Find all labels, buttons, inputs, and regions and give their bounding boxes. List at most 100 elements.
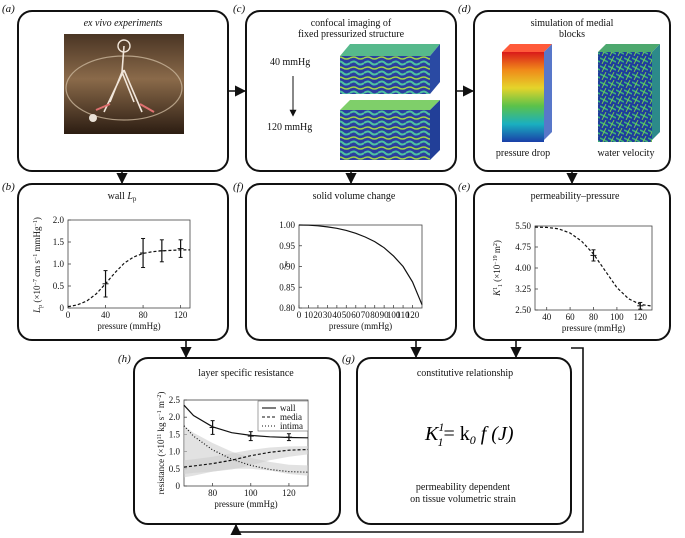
y-axis-label-part: m bbox=[492, 246, 502, 255]
panel-g-label: (g) bbox=[342, 353, 355, 365]
y-axis-label-part: ) bbox=[156, 392, 166, 395]
x-tick-label: 70 bbox=[361, 310, 371, 320]
y-axis-label-part: −1 bbox=[33, 220, 39, 226]
constitutive-equation: K1 1= k0 f (J) bbox=[424, 420, 514, 449]
legend-label-wall: wall bbox=[280, 403, 296, 413]
panel-b-title: wall Lp bbox=[108, 191, 137, 203]
water-velocity-caption: water velocity bbox=[598, 148, 655, 159]
x-tick-label: 60 bbox=[566, 312, 576, 322]
x-tick-label: 20 bbox=[313, 310, 323, 320]
y-tick-label: 0.5 bbox=[53, 281, 65, 291]
panel-c-title-1: confocal imaging of bbox=[311, 18, 392, 29]
x-tick-label: 30 bbox=[323, 310, 333, 320]
connector-arrows bbox=[116, 85, 584, 536]
y-axis-label-part: 1 bbox=[498, 284, 504, 287]
x-tick-label: 60 bbox=[351, 310, 361, 320]
y-axis-label-part: resistance (×10 bbox=[156, 439, 166, 494]
y-axis-label-part: −1 bbox=[33, 254, 39, 260]
x-tick-label: 40 bbox=[101, 310, 111, 320]
x-tick-label: 100 bbox=[610, 312, 624, 322]
y-tick-label: 2.0 bbox=[53, 215, 65, 225]
panel-e-label: (e) bbox=[458, 181, 471, 193]
panel-c-label: (c) bbox=[233, 3, 246, 15]
x-axis-label: pressure (mmHg) bbox=[97, 321, 160, 331]
y-tick-label: 0 bbox=[60, 303, 65, 313]
panel-e-title: permeability–pressure bbox=[531, 191, 620, 202]
y-axis-label: K11 (×10−19 m2) bbox=[492, 240, 504, 297]
y-axis-label-part: −1 bbox=[157, 410, 163, 416]
x-tick-label: 10 bbox=[304, 310, 314, 320]
y-axis-label: resistance (×1011 kg s−1 m−2) bbox=[156, 392, 166, 495]
y-axis-label-part: −7 bbox=[33, 279, 39, 285]
y-axis-label-part: (×10 bbox=[492, 264, 502, 284]
x-tick-label: 110 bbox=[396, 310, 410, 320]
y-axis-label-part: kg s bbox=[156, 416, 166, 434]
y-axis-label: Lp (×10−7 cm s−1 mmHg−1) bbox=[32, 217, 44, 314]
y-tick-label: 1.0 bbox=[53, 259, 65, 269]
pressure-40-label: 40 mmHg bbox=[270, 57, 310, 68]
panel-a-title: ex vivo experiments bbox=[84, 18, 163, 29]
panel-h-title: layer specific resistance bbox=[198, 368, 294, 379]
panel-d-title-1: simulation of medial bbox=[531, 18, 614, 29]
chart-wall-lp: 0 40 80 120 0 0.5 1.0 1.5 2.0 pressure (mmHg) Lp (… bbox=[32, 215, 191, 331]
confidence-band bbox=[184, 446, 308, 474]
x-tick-label: 120 bbox=[634, 312, 648, 322]
panel-h-label: (h) bbox=[118, 353, 131, 365]
y-tick-label: 0.80 bbox=[279, 303, 295, 313]
y-tick-label: 1.00 bbox=[279, 220, 295, 230]
x-tick-label: 90 bbox=[380, 310, 390, 320]
chart-permeability: 40 60 80 100 120 2.50 3.25 4.00 4.75 5.50 pressure… bbox=[492, 221, 653, 333]
y-tick-label: 2.0 bbox=[169, 412, 181, 422]
y-axis-label-part: L bbox=[32, 308, 42, 314]
series-line bbox=[67, 249, 190, 308]
x-tick-label: 50 bbox=[342, 310, 352, 320]
y-tick-label: 1.5 bbox=[53, 237, 65, 247]
experiment-photo bbox=[64, 34, 184, 134]
x-tick-label: 0 bbox=[297, 310, 302, 320]
panel-d-label: (d) bbox=[458, 3, 471, 15]
y-axis-label-part: m bbox=[156, 401, 166, 410]
y-tick-label: 0.95 bbox=[279, 241, 295, 251]
panel-d-title-2: blocks bbox=[559, 29, 585, 40]
panel-d: (d) simulation of medial blocks pressure… bbox=[458, 3, 671, 172]
y-tick-label: 2.5 bbox=[169, 395, 181, 405]
panel-c-title-2: fixed pressurized structure bbox=[298, 29, 405, 40]
panel-g: (g) constitutive relationship K1 1= k0 f … bbox=[342, 353, 572, 525]
x-tick-label: 80 bbox=[208, 488, 218, 498]
panel-g-title: constitutive relationship bbox=[417, 368, 513, 379]
confocal-block-top bbox=[340, 44, 440, 94]
y-axis-label-part: K bbox=[492, 289, 502, 297]
x-tick-label: 80 bbox=[139, 310, 149, 320]
y-tick-label: 4.00 bbox=[515, 263, 531, 273]
panel-f: (f) solid volume change bbox=[233, 181, 457, 341]
y-axis-label-part: mmHg bbox=[32, 226, 42, 254]
y-tick-label: 1.5 bbox=[169, 429, 181, 439]
y-tick-label: 0.90 bbox=[279, 262, 295, 272]
y-tick-label: 0 bbox=[176, 481, 181, 491]
series-line-media bbox=[183, 448, 309, 468]
y-axis-label-part: 11 bbox=[157, 434, 163, 440]
y-axis-label-part: 1 bbox=[493, 287, 499, 290]
confocal-block-bottom bbox=[340, 100, 440, 160]
legend-label-media: media bbox=[280, 412, 302, 422]
y-tick-label: 5.50 bbox=[515, 221, 531, 231]
x-tick-label: 40 bbox=[542, 312, 552, 322]
pressure-drop-caption: pressure drop bbox=[496, 148, 550, 159]
panel-b-label: (b) bbox=[2, 181, 15, 193]
panel-e: (e) permeability–pressure bbox=[458, 181, 671, 341]
legend-box bbox=[257, 400, 309, 432]
x-axis-label: pressure (mmHg) bbox=[329, 321, 392, 331]
y-axis-label-part: p bbox=[38, 305, 44, 308]
y-axis-label-part: 2 bbox=[493, 243, 499, 246]
y-tick-label: 0.85 bbox=[279, 282, 295, 292]
arrow-loop-to-h bbox=[230, 347, 584, 536]
water-velocity-block bbox=[598, 44, 660, 142]
y-axis-label: J bbox=[283, 260, 288, 270]
x-tick-label: 120 bbox=[282, 488, 296, 498]
series-line bbox=[298, 224, 423, 305]
legend-label-intima: intima bbox=[280, 421, 303, 431]
series-line-wall bbox=[183, 404, 309, 439]
